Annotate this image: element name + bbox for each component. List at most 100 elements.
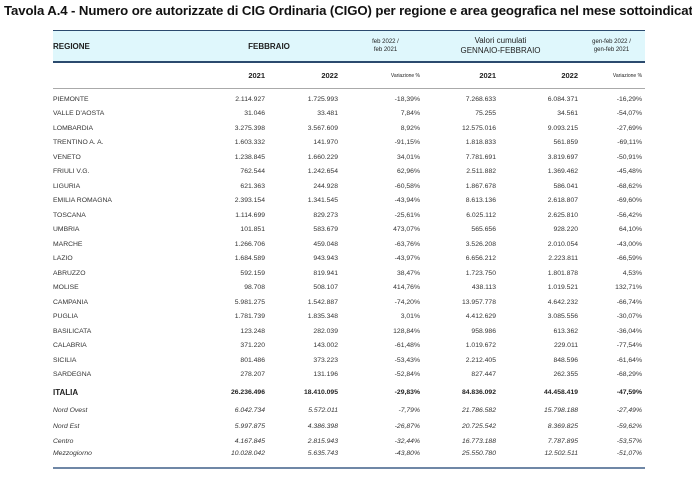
- cum-2021: 4.412.629: [465, 313, 496, 321]
- feb-2021: 5.981.275: [234, 298, 265, 306]
- var-feb: -7,79%: [398, 407, 420, 415]
- table-row-region: LIGURIA 621.363 244.928 -60,58% 1.867.678 586…: [53, 179, 645, 194]
- cum-2022: 3.819.697: [547, 153, 579, 161]
- region-name: Nord Ovest: [53, 407, 88, 415]
- region-name: LOMBARDIA: [53, 124, 94, 132]
- var-cum: 64,10%: [618, 226, 643, 234]
- feb-2022: 244.928: [313, 182, 338, 190]
- table-row-region: FRIULI V.G. 762.544 1.242.654 62,96% 2.511.8…: [53, 165, 645, 180]
- var-feb: -43,97%: [394, 255, 420, 263]
- var-feb: -43,80%: [341, 449, 423, 469]
- cum-2021: 1.867.678: [465, 182, 496, 190]
- feb-2022: 459.048: [313, 240, 338, 248]
- table-row-area: Mezzogiorno 10.028.042 5.635.743 -43,80% 25.…: [53, 449, 646, 469]
- var-feb: -91,15%: [394, 139, 420, 147]
- cum-2021: 958.986: [471, 327, 496, 335]
- var-cum: -66,74%: [616, 298, 643, 306]
- region-name: PUGLIA: [53, 313, 78, 321]
- table-row-region: LAZIO 1.684.589 943.943 -43,97% 6.656.212 2.2…: [53, 252, 645, 267]
- table-row-region: TRENTINO A. A. 1.603.332 141.970 -91,15% 1.8…: [53, 136, 645, 151]
- cum-2021: 20.725.542: [461, 422, 496, 430]
- cum-2022: 229.011: [553, 342, 579, 350]
- feb-2021: 1.114.699: [235, 211, 265, 219]
- feb-2022: 1.660.229: [307, 153, 338, 161]
- header-var-month-line2: feb 2021: [373, 47, 398, 53]
- years-empty: [53, 62, 200, 89]
- var-feb: -32,44%: [394, 438, 420, 446]
- feb-2022: 282.039: [313, 327, 338, 335]
- cigo-table: REGIONE FEBBRAIO feb 2022 / feb 2021 Val…: [53, 30, 646, 469]
- table-row-region: UMBRIA 101.851 583.679 473,07% 565.656 928.22…: [53, 223, 645, 238]
- feb-2021: 3.275.398: [234, 124, 265, 132]
- var-cum: -59,62%: [616, 422, 643, 430]
- feb-2021: 2.114.927: [235, 95, 265, 103]
- region-name: ABRUZZO: [53, 269, 86, 277]
- var-cum: -54,07%: [616, 110, 643, 118]
- feb-2021: 371.220: [240, 342, 265, 350]
- var-cum: -77,54%: [616, 342, 643, 350]
- cum-2021: 2.511.882: [466, 168, 496, 176]
- var-feb: -53,43%: [394, 356, 420, 364]
- cum-2022: 44.458.419: [543, 389, 579, 396]
- table-row-region: CALABRIA 371.220 143.002 -61,48% 1.019.672 22…: [53, 339, 645, 354]
- header-var-month: feb 2022 / feb 2021: [341, 30, 423, 63]
- var-cum: -47,59%: [616, 389, 643, 396]
- table-row-area: Nord Est 5.997.875 4.386.398 -26,87% 20.725.…: [53, 419, 645, 435]
- feb-2022: 131.196: [313, 371, 338, 379]
- feb-2022: 3.567.609: [307, 124, 338, 132]
- table-row-region: PIEMONTE 2.114.927 1.725.993 -18,39% 7.268.6…: [53, 92, 645, 107]
- feb-2022: 1.835.348: [307, 313, 338, 321]
- var-cum: -69,11%: [617, 139, 643, 147]
- region-name: BASILICATA: [53, 327, 92, 335]
- var-cum: -16,29%: [616, 95, 643, 103]
- cum-2021: 7.781.691: [465, 153, 496, 161]
- table-row-region: ABRUZZO 592.159 819.941 38,47% 1.723.750 1.80…: [53, 266, 645, 281]
- var-feb: 8,92%: [400, 124, 420, 132]
- year-cum-2021: 2021: [423, 62, 499, 89]
- feb-2021: 1.684.589: [234, 255, 265, 263]
- var-feb: -61,48%: [394, 342, 420, 350]
- cum-2022: 848.596: [553, 356, 579, 364]
- year-feb-2022: 2022: [268, 62, 341, 89]
- cum-2021: 16.773.188: [461, 438, 496, 446]
- region-name: VENETO: [53, 153, 81, 161]
- var-feb: -52,84%: [394, 371, 420, 379]
- region-name: LAZIO: [53, 255, 73, 263]
- feb-2022: 1.341.545: [307, 197, 338, 205]
- cum-2021: 3.526.208: [465, 240, 496, 248]
- table-row-italia: ITALIA 26.236.496 18.410.095 -29,83% 84.836.…: [53, 382, 645, 403]
- table-row-area: Nord Ovest 6.042.734 5.572.011 -7,79% 21.786…: [53, 403, 645, 419]
- cum-2021: 25.550.780: [423, 449, 499, 469]
- feb-2021: 1.238.845: [234, 153, 265, 161]
- table-row-region: VALLE D'AOSTA 31.046 33.481 7,84% 75.255 34.5…: [53, 107, 645, 122]
- feb-2022: 141.970: [313, 139, 338, 147]
- feb-2022: 819.941: [313, 269, 338, 277]
- var-cum: -36,04%: [616, 327, 643, 335]
- header-cumulati-line2: GENNAIO-FEBBRAIO: [460, 46, 541, 55]
- var-feb: 473,07%: [393, 226, 420, 234]
- table-row-region: EMILIA ROMAGNA 2.393.154 1.341.545 -43,94% 8…: [53, 194, 645, 209]
- feb-2022: 18.410.095: [303, 389, 338, 396]
- year-cum-2022: 2022: [499, 62, 582, 89]
- cum-2022: 928.220: [553, 226, 579, 234]
- feb-2021: 123.248: [240, 327, 265, 335]
- cum-2022: 9.093.215: [547, 124, 579, 132]
- cum-2021: 6.025.112: [466, 211, 496, 219]
- header-cumulati-line1: Valori cumulati: [474, 36, 527, 45]
- region-name: FRIULI V.G.: [53, 168, 90, 176]
- feb-2021: 801.486: [240, 356, 265, 364]
- year-feb-2021: 2021: [200, 62, 268, 89]
- table-row-region: LOMBARDIA 3.275.398 3.567.609 8,92% 12.575.0…: [53, 121, 645, 136]
- cum-2021: 8.613.136: [465, 197, 496, 205]
- var-cum: -45,48%: [616, 168, 643, 176]
- region-name: LIGURIA: [53, 182, 81, 190]
- feb-2022: 1.725.993: [307, 95, 338, 103]
- region-name: ITALIA: [53, 388, 79, 397]
- var-feb: 3,01%: [400, 313, 420, 321]
- region-name: Nord Est: [53, 422, 80, 430]
- cum-2021: 438.113: [471, 284, 496, 292]
- cum-2022: 7.787.895: [547, 438, 579, 446]
- feb-2021: 4.167.845: [234, 438, 265, 446]
- table-row-area: Centro 4.167.845 2.815.943 -32,44% 16.773.18…: [53, 434, 645, 450]
- feb-2022: 1.542.887: [307, 298, 338, 306]
